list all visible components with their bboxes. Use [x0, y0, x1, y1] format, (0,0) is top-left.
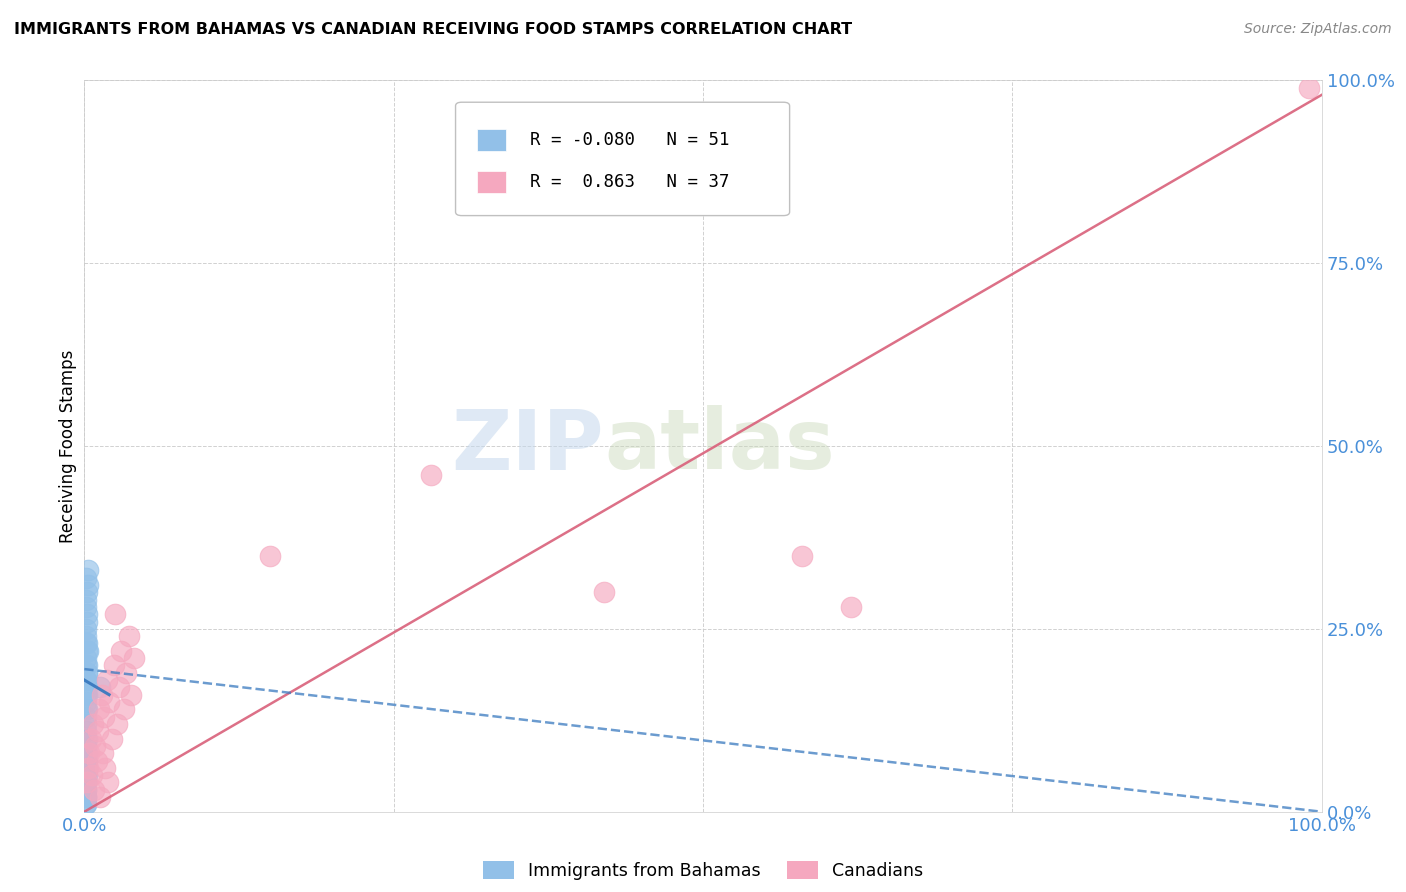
Text: R =  0.863   N = 37: R = 0.863 N = 37: [530, 173, 730, 191]
Point: [76, 615, 98, 629]
Point: [593, 585, 616, 599]
Point: [76, 761, 98, 775]
Point: [75, 599, 97, 614]
Point: [76, 688, 98, 702]
Point: [90, 688, 112, 702]
Point: [75, 790, 97, 805]
Point: [89, 702, 111, 716]
Point: [108, 681, 131, 695]
Point: [75, 673, 97, 687]
Point: [75, 797, 97, 812]
Point: [76, 658, 98, 673]
Point: [75, 746, 97, 760]
Point: [75, 754, 97, 768]
Point: [97, 775, 120, 789]
Text: atlas: atlas: [605, 406, 835, 486]
Point: [118, 629, 141, 643]
Y-axis label: Receiving Food Stamps: Receiving Food Stamps: [59, 350, 77, 542]
FancyBboxPatch shape: [456, 103, 790, 216]
Point: [89, 681, 111, 695]
Point: [94, 761, 117, 775]
Point: [100, 731, 122, 746]
Point: [77, 761, 100, 775]
Point: [75, 709, 97, 723]
Point: [96, 673, 118, 687]
Point: [75, 790, 97, 805]
Point: [75, 636, 97, 650]
Point: [120, 688, 142, 702]
Point: [841, 599, 863, 614]
Point: [76, 746, 98, 760]
Point: [76, 775, 98, 789]
Point: [103, 658, 125, 673]
Point: [87, 724, 110, 739]
Point: [86, 754, 108, 768]
Point: [76, 754, 98, 768]
Point: [75, 673, 97, 687]
Point: [76, 607, 98, 622]
Point: [75, 717, 97, 731]
Point: [122, 651, 145, 665]
Point: [75, 775, 97, 789]
Point: [76, 585, 98, 599]
Point: [419, 468, 441, 483]
Point: [75, 775, 97, 789]
Point: [259, 549, 281, 563]
Point: [76, 768, 98, 782]
Point: [75, 658, 97, 673]
Point: [75, 622, 97, 636]
Point: [76, 681, 98, 695]
Point: [1298, 80, 1320, 95]
Point: [75, 695, 97, 709]
Point: [77, 644, 100, 658]
Point: [83, 782, 105, 797]
Point: [84, 739, 107, 753]
Point: [76, 636, 98, 650]
Point: [79, 746, 101, 760]
Point: [105, 717, 128, 731]
Point: [75, 761, 97, 775]
Point: [75, 731, 97, 746]
Point: [75, 768, 97, 782]
Point: [91, 746, 114, 760]
Text: R = -0.080   N = 51: R = -0.080 N = 51: [530, 131, 730, 149]
Point: [75, 790, 97, 805]
Point: [75, 571, 97, 585]
Point: [115, 665, 138, 680]
Point: [75, 592, 97, 607]
Legend: Immigrants from Bahamas, Canadians: Immigrants from Bahamas, Canadians: [477, 855, 929, 888]
Point: [98, 695, 121, 709]
FancyBboxPatch shape: [477, 128, 506, 151]
Point: [76, 644, 98, 658]
Point: [79, 731, 101, 746]
Point: [77, 563, 100, 577]
Point: [76, 702, 98, 716]
Point: [76, 665, 98, 680]
Point: [82, 717, 104, 731]
Point: [80, 768, 103, 782]
Point: [75, 724, 97, 739]
Point: [76, 665, 98, 680]
FancyBboxPatch shape: [477, 171, 506, 194]
Point: [75, 629, 97, 643]
Point: [77, 578, 100, 592]
Point: [76, 731, 98, 746]
Point: [75, 688, 97, 702]
Text: ZIP: ZIP: [451, 406, 605, 486]
Point: [110, 644, 132, 658]
Text: Source: ZipAtlas.com: Source: ZipAtlas.com: [1244, 22, 1392, 37]
Point: [75, 702, 97, 716]
Point: [93, 709, 115, 723]
Point: [89, 790, 111, 805]
Point: [112, 702, 135, 716]
Point: [75, 782, 97, 797]
Point: [75, 782, 97, 797]
Point: [104, 607, 127, 622]
Text: IMMIGRANTS FROM BAHAMAS VS CANADIAN RECEIVING FOOD STAMPS CORRELATION CHART: IMMIGRANTS FROM BAHAMAS VS CANADIAN RECE…: [14, 22, 852, 37]
Point: [75, 651, 97, 665]
Point: [790, 549, 813, 563]
Point: [75, 739, 97, 753]
Point: [75, 797, 97, 812]
